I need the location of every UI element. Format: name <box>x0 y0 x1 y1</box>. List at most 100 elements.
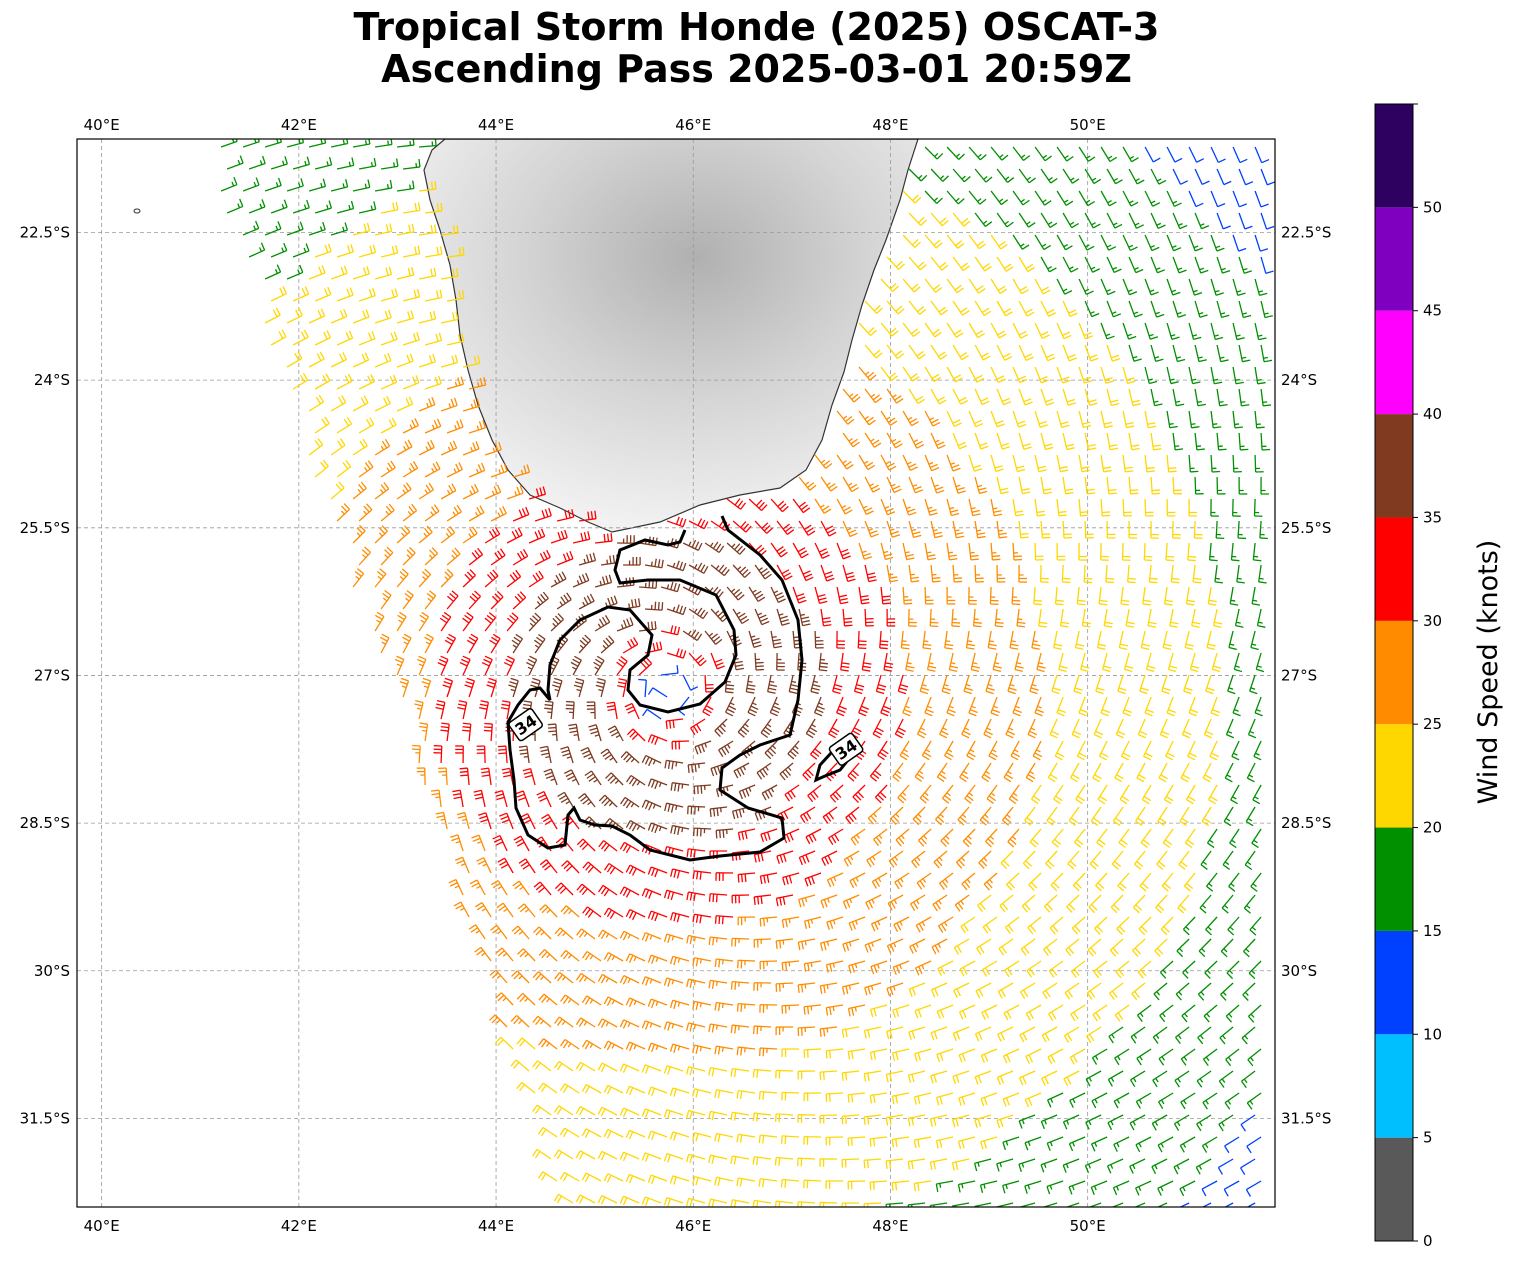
wind-barb <box>1144 146 1161 163</box>
wind-barb <box>666 560 687 572</box>
wind-barb <box>990 454 1004 472</box>
title-line-2: Ascending Pass 2025-03-01 20:59Z <box>381 47 1132 91</box>
wind-barb <box>352 481 367 500</box>
wind-barb <box>1194 344 1207 363</box>
wind-barb <box>541 813 558 830</box>
wind-barb <box>864 476 881 493</box>
colorbar-bin <box>1375 310 1413 415</box>
colorbar-bin <box>1375 620 1413 725</box>
wind-barb <box>440 397 458 412</box>
wind-barb <box>418 397 436 412</box>
wind-barb <box>577 793 596 808</box>
wind-barb <box>857 630 867 650</box>
wind-barb <box>292 199 310 214</box>
wind-barb <box>798 564 814 582</box>
wind-barb <box>1166 322 1180 340</box>
wind-barb <box>1166 696 1177 717</box>
wind-barb <box>935 806 948 826</box>
wind-barb <box>330 352 347 368</box>
wind-barb <box>921 740 932 761</box>
wind-barb <box>952 476 966 494</box>
wind-barb <box>402 418 419 434</box>
wind-barb <box>424 246 443 258</box>
wind-barb <box>459 767 470 786</box>
wind-barb <box>864 608 874 627</box>
wind-barb <box>1161 674 1171 695</box>
wind-barb <box>1210 234 1225 252</box>
wind-barb <box>1172 168 1188 185</box>
wind-barb <box>396 568 409 588</box>
wind-barb <box>1252 784 1262 805</box>
wind-barb <box>492 834 508 852</box>
wind-barb <box>380 503 395 522</box>
wind-barb <box>1215 520 1225 540</box>
wind-barb <box>444 633 457 654</box>
wind-barb <box>1067 850 1080 870</box>
wind-barb <box>990 278 1008 294</box>
wind-barb <box>1144 696 1154 717</box>
wind-barb <box>1166 146 1183 163</box>
wind-barb <box>1165 740 1175 761</box>
wind-barb <box>556 592 572 610</box>
wind-barb <box>670 782 690 792</box>
wind-barb <box>1156 850 1168 870</box>
wind-barb <box>996 564 1006 583</box>
wind-barb <box>380 546 394 566</box>
wind-barb <box>1183 872 1196 892</box>
wind-barb <box>886 344 905 359</box>
wind-barb <box>1056 190 1074 206</box>
wind-barb <box>1034 234 1052 251</box>
wind-barb <box>358 244 377 258</box>
wind-barb <box>1232 696 1241 717</box>
wind-barb <box>1256 608 1266 628</box>
wind-barb <box>1128 388 1141 407</box>
wind-barb <box>446 376 465 390</box>
wind-barb <box>425 202 443 214</box>
wind-barb <box>454 856 470 874</box>
wind-barb <box>1216 388 1228 407</box>
wind-barb <box>647 910 668 922</box>
wind-barb <box>726 498 746 510</box>
wind-barb <box>374 266 393 280</box>
wind-barb <box>1106 168 1123 185</box>
wind-barb <box>286 351 303 368</box>
wind-barb <box>1084 520 1094 539</box>
wind-barb <box>603 907 624 919</box>
wind-barb <box>424 547 439 566</box>
wind-barb <box>1188 696 1199 717</box>
wind-barb <box>1209 542 1218 562</box>
wind-barb <box>1100 454 1112 473</box>
wind-barb <box>1070 762 1080 783</box>
wind-barb <box>1122 146 1139 163</box>
wind-barb <box>1214 564 1223 584</box>
wind-barb <box>603 862 624 875</box>
wind-barb <box>983 718 993 739</box>
wind-barb <box>989 586 999 605</box>
wind-barb <box>396 482 412 500</box>
wind-barb <box>704 630 723 645</box>
lat-tick-label-left: 30°S <box>34 962 70 980</box>
wind-barb <box>968 586 977 605</box>
wind-barb <box>1121 542 1131 561</box>
wind-barb <box>1106 256 1122 274</box>
wind-barb <box>1223 806 1234 827</box>
wind-barb <box>399 677 410 698</box>
wind-barb <box>1137 718 1148 739</box>
wind-barb <box>871 872 888 889</box>
wind-barb <box>402 590 414 610</box>
wind-barb <box>770 586 786 603</box>
wind-barb <box>1144 278 1159 296</box>
wind-barb <box>314 243 332 258</box>
wind-barb <box>1166 498 1176 517</box>
wind-barb <box>858 322 877 337</box>
wind-barb <box>1128 300 1143 318</box>
wind-barb <box>759 916 778 927</box>
wind-barb <box>1201 806 1212 827</box>
wind-barb <box>1144 190 1161 207</box>
wind-barb <box>911 850 926 869</box>
wind-barb <box>1062 388 1076 406</box>
wind-barb <box>1046 806 1058 826</box>
wind-barb <box>968 322 985 339</box>
wind-barb <box>732 564 751 578</box>
wind-barb <box>476 857 492 874</box>
